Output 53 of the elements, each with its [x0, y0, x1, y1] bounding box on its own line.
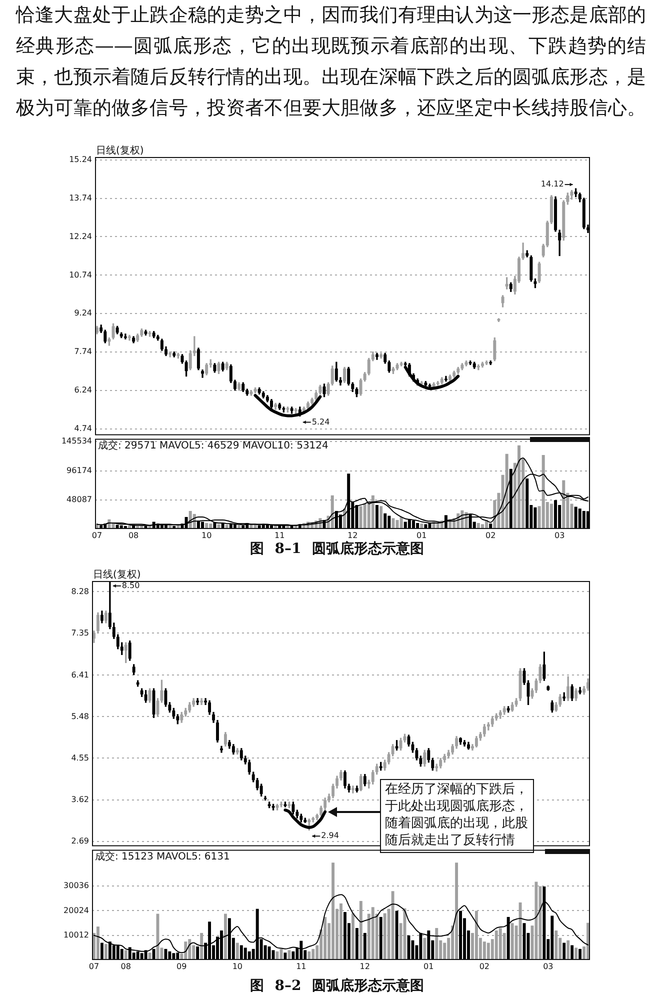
annotation: 2.94 [321, 831, 339, 840]
y-tick-label: 13.74 [69, 193, 92, 202]
y-tick-label: 7.74 [74, 347, 92, 356]
x-tick-label: 12 [348, 530, 358, 540]
y-tick-label: 9.24 [74, 308, 92, 318]
text: 日线(复权) [96, 144, 144, 157]
y-tick-label: 10.74 [69, 270, 92, 280]
y-tick-label: 145534 [61, 436, 92, 446]
annotation: 成交: 15123 MAVOL5: 6131 [95, 850, 230, 862]
x-tick-label: 02 [486, 530, 496, 540]
y-tick-label: 2.69 [71, 836, 89, 846]
y-tick-label: 5.48 [71, 712, 89, 721]
x-tick-label: 07 [88, 962, 100, 971]
y-tick-label: 7.35 [71, 628, 89, 638]
annotation: 在经历了深幅的下跌后，于此处出现圆弧底形态，随着圆弧底的出现，此股随后就走出了反转行情 [380, 779, 534, 853]
y-tick-label: 10012 [64, 930, 89, 940]
y-tick-label: 15.24 [69, 154, 92, 164]
text: 极为可靠的做多信号，投资者不但要大胆做多，还应坚定中长线持股信心。 [16, 96, 646, 121]
y-tick-label: 6.24 [74, 386, 92, 395]
x-tick-label: 03 [554, 530, 565, 540]
text: 经典形态——圆弧底形态，它的出现既预示着底部的出现、下跌趋势的结 [16, 34, 646, 59]
x-tick-label: 03 [543, 962, 554, 971]
y-tick-label: 20024 [64, 906, 89, 915]
x-tick-label: 01 [424, 962, 434, 971]
x-tick-label: 12 [360, 962, 370, 971]
y-tick-label: 96174 [66, 466, 92, 476]
y-tick-label: 12.24 [69, 232, 92, 241]
x-tick-label: 09 [176, 962, 187, 971]
x-tick-label: 11 [296, 962, 306, 971]
annotation: 成交: 29571 MAVOL5: 46529 MAVOL10: 53124 [98, 439, 328, 452]
x-tick-label: 07 [92, 530, 102, 540]
text: 图 8–1 圆弧底形态示意图 [248, 540, 426, 558]
x-tick-label: 08 [128, 530, 139, 540]
x-tick-label: 08 [120, 962, 131, 971]
annotation: 8.50 [122, 580, 140, 590]
x-tick-label: 11 [274, 530, 285, 540]
y-tick-label: 4.55 [71, 753, 89, 762]
y-tick-label: 30036 [64, 881, 89, 890]
x-tick-label: 01 [416, 530, 427, 540]
text: 束，也预示着随后反转行情的出现。出现在深幅下跌之后的圆弧底形态，是 [16, 65, 646, 90]
x-tick-label: 10 [201, 530, 212, 540]
y-tick-label: 6.41 [71, 670, 89, 680]
text: 图 8–2 圆弧底形态示意图 [248, 977, 426, 995]
y-tick-label: 48087 [66, 495, 92, 504]
x-tick-label: 02 [479, 962, 490, 971]
y-tick-label: 3.62 [71, 794, 89, 804]
text: 日线(复权) [93, 568, 141, 581]
y-tick-label: 8.28 [71, 586, 89, 596]
y-tick-label: 4.74 [74, 424, 92, 434]
x-tick-label: 10 [232, 962, 243, 971]
text: 恰逢大盘处于止跌企稳的走势之中，因而我们有理由认为这一形态是底部的 [16, 3, 646, 28]
annotation: 14.12 [540, 180, 564, 189]
annotation: 5.24 [312, 417, 330, 426]
